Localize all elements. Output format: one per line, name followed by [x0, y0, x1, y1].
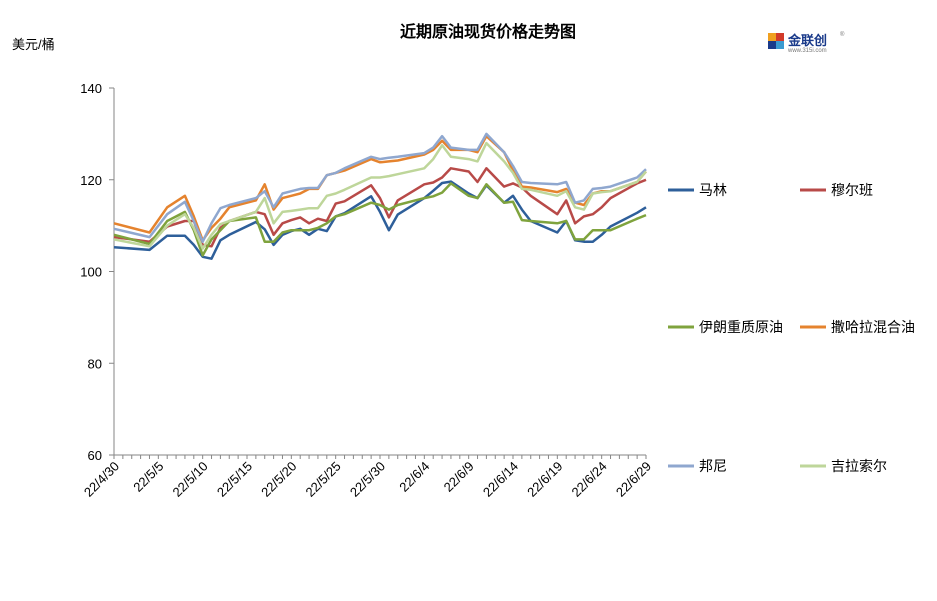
legend-label: 穆尔班: [831, 182, 873, 198]
x-tick-label: 22/6/19: [524, 459, 565, 500]
x-tick-label: 22/5/15: [214, 459, 255, 500]
legend-label: 马林: [699, 182, 727, 198]
y-axis-ticks: 60 80 100 120 140: [80, 81, 114, 463]
legend-item-1: 马林: [668, 182, 727, 198]
brand-logo-url: www.315i.com: [787, 48, 827, 54]
x-tick-label: 22/4/30: [81, 459, 122, 500]
brand-logo-registered-mark: ®: [840, 31, 845, 38]
series-line-1: [113, 180, 647, 260]
x-tick-label: 22/6/9: [441, 459, 477, 495]
chart-axes: [113, 88, 646, 456]
legend-item-2: 穆尔班: [800, 182, 873, 198]
chart-series: [113, 132, 647, 260]
legend-label: 吉拉索尔: [831, 458, 887, 474]
x-tick-label: 22/5/10: [170, 459, 211, 500]
y-tick-label: 100: [80, 265, 102, 280]
legend-label: 伊朗重质原油: [699, 319, 783, 335]
legend-label: 邦尼: [699, 458, 727, 474]
y-tick-label: 60: [88, 448, 102, 463]
y-tick-label: 140: [80, 81, 102, 96]
series-line-4: [113, 134, 647, 242]
x-tick-label: 22/6/4: [396, 459, 432, 495]
y-axis-unit-label: 美元/桶: [12, 37, 55, 52]
legend-item-6: 吉拉索尔: [800, 458, 887, 474]
y-tick-label: 80: [88, 356, 102, 371]
chart-title: 近期原油现货价格走势图: [400, 22, 576, 41]
x-tick-label: 22/5/25: [303, 459, 344, 500]
series-line-3: [113, 182, 647, 257]
x-tick-label: 22/5/5: [130, 459, 166, 495]
legend-item-3: 伊朗重质原油: [668, 319, 783, 335]
brand-logo: 金联创 www.315i.com ®: [768, 31, 845, 54]
x-tick-label: 22/6/24: [569, 459, 610, 500]
legend-label: 撒哈拉混合油: [831, 319, 915, 335]
x-tick-label: 22/6/29: [613, 459, 654, 500]
series-line-5: [113, 132, 647, 243]
x-tick-label: 22/5/30: [347, 459, 388, 500]
brand-logo-text: 金联创: [787, 33, 827, 48]
y-tick-label: 120: [80, 173, 102, 188]
legend-item-5: 邦尼: [668, 458, 727, 474]
x-tick-label: 22/5/20: [258, 459, 299, 500]
series-line-2: [113, 167, 647, 248]
x-tick-label: 22/6/14: [480, 459, 521, 500]
series-line-6: [113, 141, 647, 250]
brand-logo-icon: [768, 33, 784, 49]
x-axis-ticks: 22/4/30 22/5/5 22/5/10 22/5/15 22/5/20 22/5/2…: [81, 455, 654, 500]
legend-item-4: 撒哈拉混合油: [800, 319, 915, 335]
